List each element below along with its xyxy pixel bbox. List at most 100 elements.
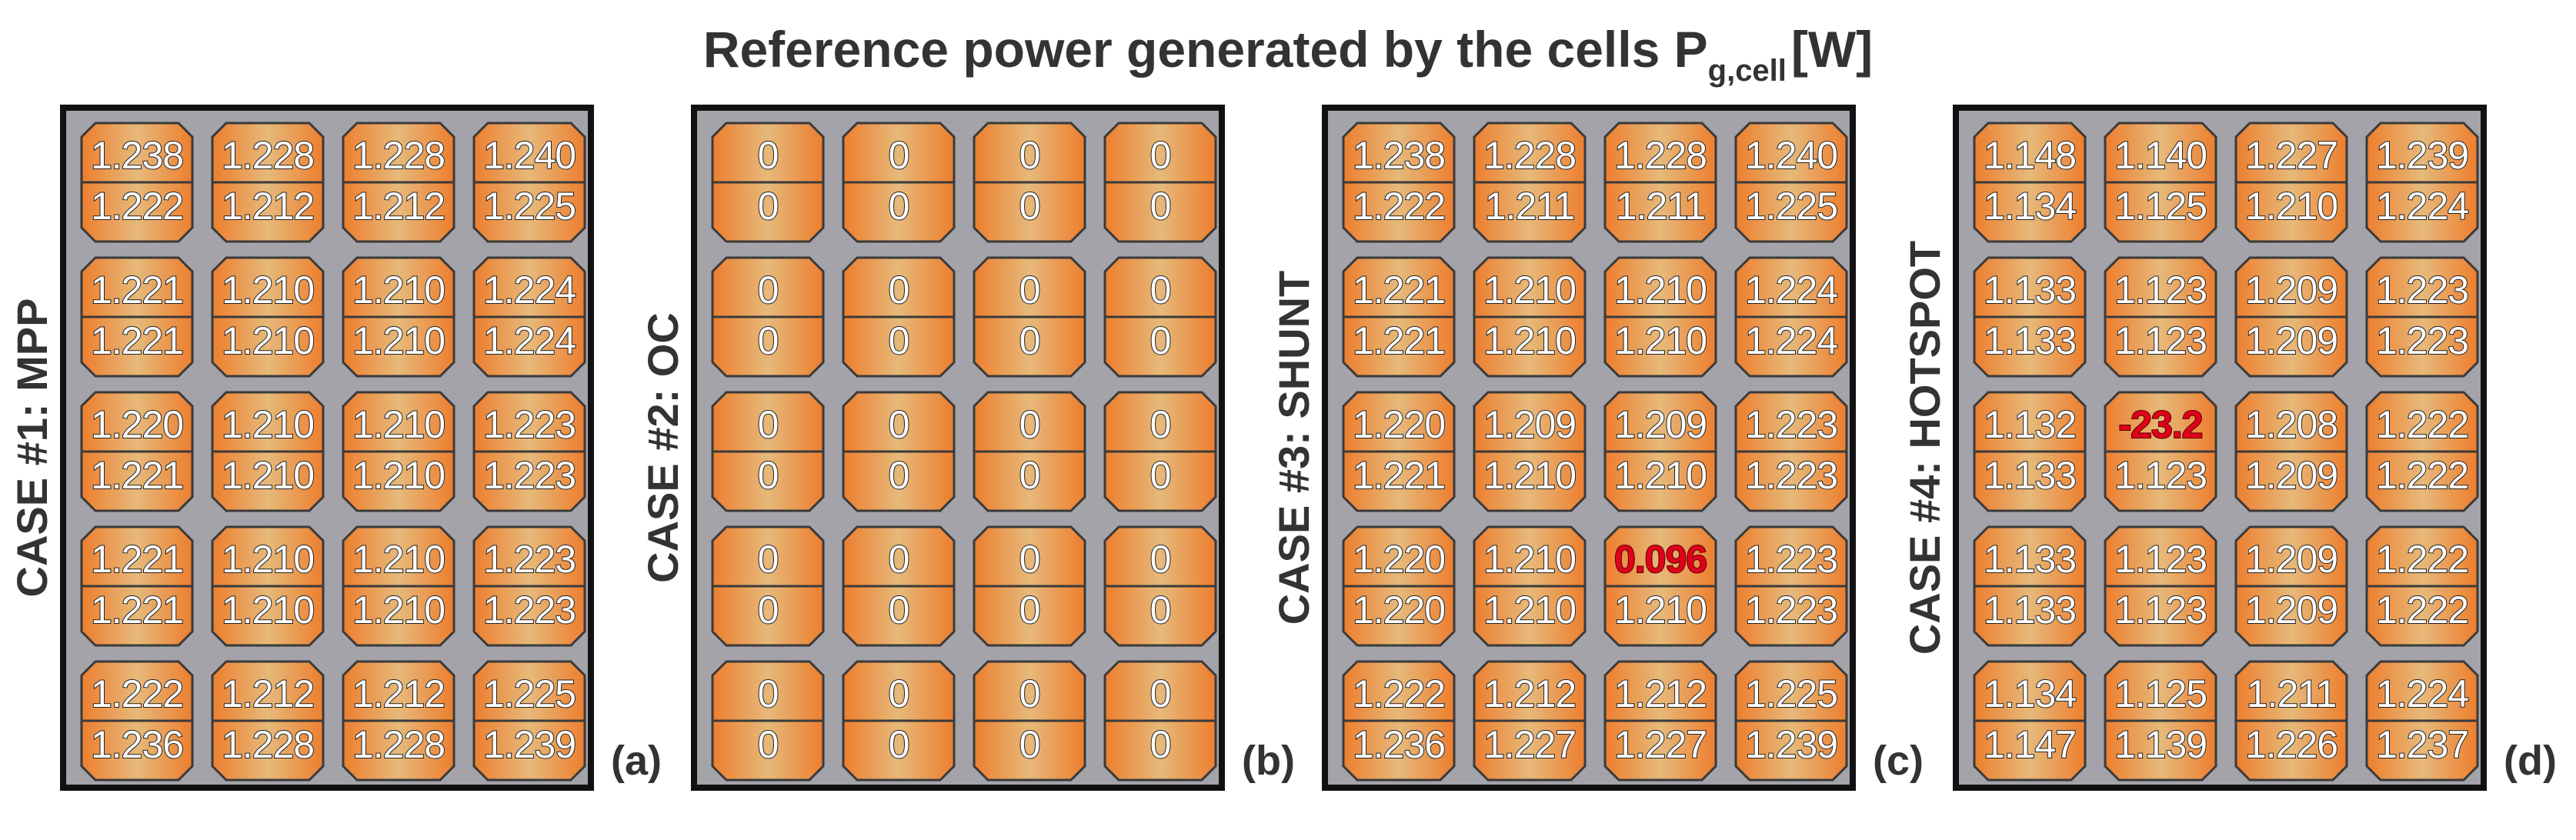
- cell-graphic: [472, 391, 586, 512]
- cell-power-value: 1.240: [1744, 133, 1839, 178]
- cell-power-value: 0: [888, 133, 911, 178]
- cell-graphic: [80, 525, 194, 647]
- cell-power-value: 1.228: [352, 722, 446, 767]
- cell-power-value: 1.210: [352, 537, 446, 582]
- cell-power-value: 1.221: [1352, 453, 1446, 498]
- cell-graphic: [973, 525, 1086, 647]
- cell-power-value: 1.223: [2375, 268, 2470, 312]
- cell-power-value: 1.220: [1352, 537, 1446, 582]
- cell-power-value: 0: [888, 537, 911, 582]
- cell-power-value: 0: [1019, 537, 1042, 582]
- cell-power-value: 1.222: [90, 672, 185, 716]
- cell-graphic: [342, 525, 455, 647]
- cell-power-value: 0: [1019, 318, 1042, 363]
- cell-graphic: [80, 256, 194, 378]
- solar-cell: 1.222 1.236: [80, 660, 194, 782]
- cell-power-value: 1.222: [1352, 184, 1446, 228]
- cell-power-value: 1.123: [2114, 537, 2208, 582]
- solar-cell: 1.210 1.210: [211, 391, 325, 512]
- cell-graphic: [1734, 660, 1848, 782]
- cell-power-value: 1.222: [2375, 537, 2470, 582]
- cell-graphic: [472, 660, 586, 782]
- cell-power-value: 0: [888, 402, 911, 447]
- cell-power-value: 1.223: [1744, 453, 1839, 498]
- cell-power-value: 1.223: [482, 537, 577, 582]
- cell-power-value: 1.212: [352, 184, 446, 228]
- cell-power-value: 1.209: [2244, 537, 2339, 582]
- solar-cell: 1.240 1.225: [1734, 122, 1848, 243]
- cell-power-value: 1.208: [2244, 402, 2339, 447]
- case-label: CASE #4: HOTSPOT: [1900, 240, 1949, 655]
- cell-power-value: 1.228: [1483, 133, 1577, 178]
- solar-cell: 1.132 1.133: [1973, 391, 2087, 512]
- cell-power-value: 1.210: [1613, 268, 1708, 312]
- panel-letter: (c): [1873, 738, 1924, 784]
- cell-power-value: 0: [757, 318, 780, 363]
- cell-power-value: 1.220: [1352, 588, 1446, 632]
- cell-power-value: 0: [757, 588, 780, 632]
- cell-power-value: 0: [1150, 318, 1173, 363]
- cell-graphic: [1473, 256, 1587, 378]
- solar-cell: 1.223 1.223: [472, 391, 586, 512]
- cell-graphic: [2104, 525, 2217, 647]
- cell-graphic: [1734, 256, 1848, 378]
- solar-cell: -23.2 1.123: [2104, 391, 2217, 512]
- panel-letter: (b): [1242, 738, 1295, 784]
- cell-power-value: 0: [1019, 672, 1042, 716]
- cell-power-value: 0: [1150, 537, 1173, 582]
- cell-graphic: [711, 391, 825, 512]
- cell-graphic: [2104, 660, 2217, 782]
- panel-case-3: 1.238 1.222 1.228 1.211 1.228 1.211 1.240 1.225…: [1322, 105, 1856, 791]
- panel-letter: (d): [2504, 738, 2557, 784]
- solar-cell: 1.210 1.210: [342, 525, 455, 647]
- cell-power-value: 1.125: [2114, 184, 2208, 228]
- solar-cell: 1.212 1.228: [211, 660, 325, 782]
- cell-power-value: 0: [1150, 184, 1173, 228]
- cell-graphic: [1473, 391, 1587, 512]
- cell-graphic: [1473, 660, 1587, 782]
- panel-case-4: 1.148 1.134 1.140 1.125 1.227 1.210 1.239 1.224…: [1953, 105, 2487, 791]
- solar-cell: 1.212 1.227: [1473, 660, 1587, 782]
- cell-graphic: [1603, 256, 1717, 378]
- cell-power-value: 1.123: [2114, 268, 2208, 312]
- cell-graphic: [1342, 256, 1456, 378]
- cell-power-value: 1.222: [2375, 402, 2470, 447]
- cell-graphic: [211, 391, 325, 512]
- cell-graphic: [842, 122, 956, 243]
- cell-power-value: 1.220: [1352, 402, 1446, 447]
- cell-power-value: 1.221: [1352, 268, 1446, 312]
- cell-power-value: 1.239: [2375, 133, 2470, 178]
- cell-power-value: 1.123: [2114, 588, 2208, 632]
- cell-power-value: 1.212: [352, 672, 446, 716]
- solar-cell: 1.220 1.221: [1342, 391, 1456, 512]
- cell-power-value: 0: [1150, 722, 1173, 767]
- cell-power-value: 0: [888, 318, 911, 363]
- cell-power-value: 0: [888, 453, 911, 498]
- cell-power-value: 1.223: [482, 402, 577, 447]
- cell-power-value: 1.228: [221, 722, 315, 767]
- cell-graphic: [2234, 525, 2348, 647]
- cell-power-value: 1.220: [90, 402, 185, 447]
- cell-graphic: [80, 391, 194, 512]
- cell-power-value: 1.133: [1983, 588, 2077, 632]
- solar-cell: 0.096 1.210: [1603, 525, 1717, 647]
- cell-power-value: 0: [888, 588, 911, 632]
- cell-graphic: [1973, 122, 2087, 243]
- cell-power-value: 0: [1019, 453, 1042, 498]
- solar-cell: 1.238 1.222: [80, 122, 194, 243]
- cell-graphic: [2104, 256, 2217, 378]
- cell-power-value: 1.225: [482, 184, 577, 228]
- cell-graphic: [2104, 122, 2217, 243]
- cell-power-value: 1.210: [352, 453, 446, 498]
- cell-graphic: [1103, 122, 1217, 243]
- cell-power-value: 1.210: [352, 318, 446, 363]
- cell-power-value: 0: [1150, 672, 1173, 716]
- cell-power-value: 1.225: [482, 672, 577, 716]
- cell-power-value: 1.221: [90, 318, 185, 363]
